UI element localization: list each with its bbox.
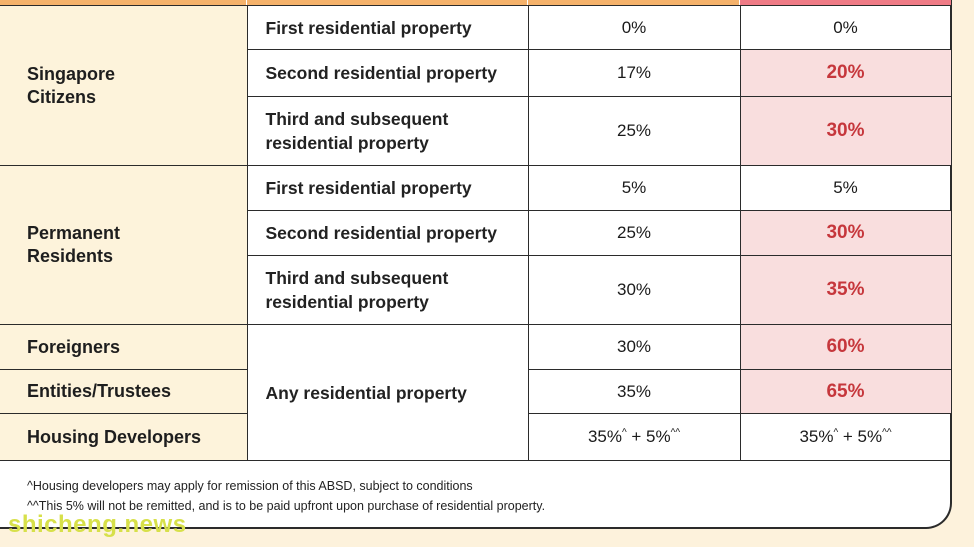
rate-footnote-mark: ^^ [882,427,892,439]
rate-base: 35% [587,427,622,446]
current-rate-cell: 35%^ + 5%^^ [527,413,741,461]
current-rate-cell: 5% [527,165,741,211]
current-rate-cell: 0% [527,5,741,50]
rate-base: 35% [799,427,834,446]
footnote-1: ^Housing developers may apply for remiss… [27,479,473,493]
table-row: Third and subsequent residential propert… [0,255,952,325]
new-rate-cell: 0% [739,5,952,50]
table-row: Permanent Residents First residential pr… [0,165,952,325]
new-rate-cell: 60% [739,324,952,370]
current-rate-cell: 25% [527,96,741,166]
watermark-text: shicheng.news [8,511,187,538]
property-label: Third and subsequent residential propert… [265,268,449,312]
header-strip-new [740,0,951,5]
category-foreigners: Foreigners [0,324,248,370]
new-rate-cell: 35% [739,255,952,325]
property-cell: Third and subsequent residential propert… [246,255,529,325]
category-housing-developers: Housing Developers [0,413,248,461]
absd-rates-card: Singapore Citizens First residential pro… [0,0,952,529]
current-rate-cell: 17% [527,49,741,97]
header-strip-current [528,0,739,5]
rate-plus: + 5% [626,427,671,446]
table-row: Second residential property 25% 30% [0,210,952,256]
category-label: Permanent Residents [27,223,121,266]
category-entities-trustees: Entities/Trustees [0,369,248,414]
new-rate-cell: 35%^ + 5%^^ [739,413,952,461]
current-rate-cell: 30% [527,255,741,325]
table-row: Foreigners Any residential property 30% … [0,324,952,461]
property-cell-any: Any residential property [246,324,529,461]
footnotes: ^Housing developers may apply for remiss… [27,476,545,516]
new-rate-cell: 30% [739,210,952,256]
rate-footnote-mark: ^ [621,427,627,439]
new-rate-cell: 20% [739,49,952,97]
property-cell: Third and subsequent residential propert… [246,96,529,166]
property-cell: Second residential property [246,49,529,97]
property-label: Third and subsequent residential propert… [265,109,449,153]
new-rate-cell: 30% [739,96,952,166]
rate-footnote-mark: ^ [833,427,839,439]
header-strip-property [247,0,527,5]
rate-plus: + 5% [838,427,883,446]
current-rate-cell: 25% [527,210,741,256]
category-permanent-residents: Permanent Residents [0,165,248,325]
footnote-2: ^^This 5% will not be remitted, and is t… [27,499,546,513]
header-strip-category [0,0,246,5]
rate-footnote-mark: ^^ [670,427,681,439]
property-cell: First residential property [246,165,529,211]
table-row: Third and subsequent residential propert… [0,96,952,166]
table-row: Singapore Citizens First residential pro… [0,5,952,166]
absd-rates-table: Singapore Citizens First residential pro… [0,5,952,461]
table-row: Housing Developers 35%^ + 5%^^ 35%^ + 5%… [0,413,952,461]
category-singapore-citizens: Singapore Citizens [0,5,248,166]
category-label: Singapore Citizens [27,63,116,107]
new-rate-cell: 5% [739,165,952,211]
property-cell: Second residential property [246,210,529,256]
current-rate-cell: 30% [527,324,741,370]
current-rate-cell: 35% [527,369,741,414]
property-cell: First residential property [246,5,529,50]
new-rate-cell: 65% [739,369,952,414]
